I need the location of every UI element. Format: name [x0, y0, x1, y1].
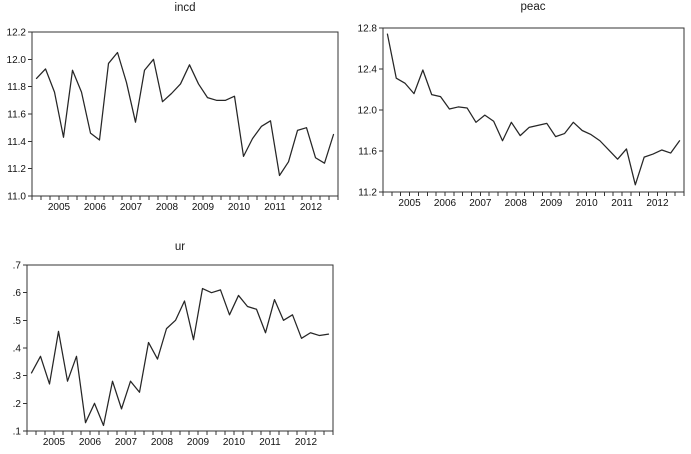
peac-x-tick-label: 2012	[646, 198, 669, 209]
ur-y-tick-label: .1	[13, 427, 22, 438]
ur-x-tick-label: 2007	[115, 437, 138, 448]
incd-x-tick-label: 2009	[192, 202, 215, 213]
peac-y-tick-label: 12.8	[358, 24, 378, 35]
incd-plot-box	[31, 31, 339, 197]
ur-x-tick-label: 2008	[151, 437, 174, 448]
incd-y-tick-label: 11.8	[7, 82, 26, 93]
ur-x-axis: 2005 2006 2007 2008 2009 2010 2011 2012	[26, 431, 334, 448]
ur-series-line	[30, 287, 330, 427]
peac-y-axis: 12.8 12.4 12.0 11.6 11.2	[358, 24, 383, 199]
incd-y-tick-label: 12.0	[7, 55, 27, 66]
chart-title-incd: incd	[174, 2, 196, 14]
ur-plot-box	[26, 264, 334, 432]
ur-y-tick-label: .4	[13, 344, 22, 355]
ur-x-tick-label: 2009	[187, 437, 210, 448]
peac-y-tick-label: 12.0	[358, 106, 378, 117]
peac-y-tick-label: 11.2	[358, 188, 377, 199]
incd-y-tick-label: 11.2	[7, 164, 26, 175]
ur-y-tick-label: .5	[13, 316, 22, 327]
incd-x-tick-label: 2011	[264, 202, 286, 213]
ur-x-tick-label: 2010	[223, 437, 246, 448]
incd-x-tick-label: 2005	[48, 202, 71, 213]
ur-y-tick-label: .3	[13, 371, 22, 382]
incd-series-line	[35, 51, 335, 177]
ur-x-tick-label: 2012	[295, 437, 318, 448]
incd-y-tick-label: 12.2	[7, 28, 27, 39]
peac-x-tick-label: 2005	[398, 198, 421, 209]
incd-x-tick-label: 2006	[84, 202, 107, 213]
chart-title-peac: peac	[520, 1, 546, 13]
peac-plot-svg: 12.8 12.4 12.0 11.6 11.2 2005 2006 2007 2008 2009…	[358, 24, 685, 209]
ur-y-tick-label: .2	[13, 399, 22, 410]
ur-y-tick-label: .7	[13, 261, 22, 272]
peac-y-tick-label: 12.4	[358, 65, 378, 76]
incd-x-tick-label: 2010	[228, 202, 251, 213]
peac-x-tick-label: 2010	[575, 198, 598, 209]
incd-y-axis: 12.2 12.0 11.8 11.6 11.4 11.2 11.0	[7, 28, 32, 203]
incd-x-tick-label: 2008	[156, 202, 179, 213]
ur-x-tick-label: 2006	[79, 437, 102, 448]
chart-peac: peac 12.8 12.4 12.0 11.6 11.2 2005 2006 2007 200…	[345, 0, 691, 230]
peac-x-axis: 2005 2006 2007 2008 2009 2010 2011 2012	[382, 192, 685, 209]
peac-plot-box	[382, 27, 685, 193]
incd-y-tick-label: 11.4	[7, 137, 26, 148]
peac-x-tick-label: 2009	[540, 198, 563, 209]
ur-x-tick-label: 2011	[259, 437, 281, 448]
peac-x-tick-label: 2007	[469, 198, 492, 209]
incd-x-tick-label: 2007	[120, 202, 143, 213]
peac-y-tick-label: 11.6	[358, 147, 377, 158]
ur-y-tick-label: .6	[13, 288, 22, 299]
ur-x-tick-label: 2005	[43, 437, 66, 448]
peac-x-tick-label: 2008	[505, 198, 528, 209]
ur-y-axis: .7 .6 .5 .4 .3 .2 .1	[13, 261, 27, 438]
peac-series-line	[386, 33, 681, 186]
incd-plot-svg: 12.2 12.0 11.8 11.6 11.4 11.2 11.0 2005 2006 2007…	[7, 28, 339, 213]
incd-x-tick-label: 2012	[300, 202, 323, 213]
incd-y-tick-label: 11.0	[7, 192, 26, 203]
chart-title-ur: ur	[174, 241, 186, 253]
chart-incd: incd 12.2 12.0 11.8 11.6 11.4 11.2 11.0 2005 200…	[0, 0, 345, 230]
peac-x-tick-label: 2011	[611, 198, 633, 209]
peac-x-tick-label: 2006	[434, 198, 457, 209]
incd-y-tick-label: 11.6	[7, 110, 26, 121]
chart-ur: ur .7 .6 .5 .4 .3 .2 .1 2005 2006 2007 2008 2009 201…	[0, 230, 345, 454]
incd-x-axis: 2005 2006 2007 2008 2009 2010 2011 2012	[31, 196, 339, 213]
